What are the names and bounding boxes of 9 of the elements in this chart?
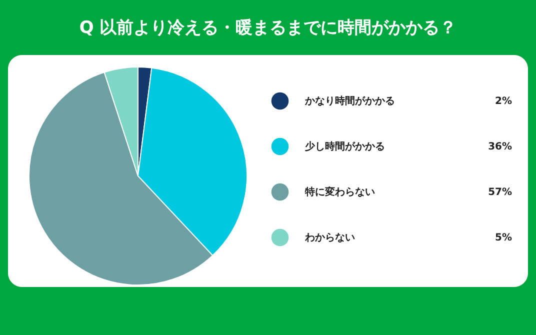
data-label: 57% [488,187,512,198]
data-label: 5% [495,232,512,244]
data-label: 36% [488,142,512,152]
chart-title: Q 以前より冷える・暖まるまでに時間がかかる？ [79,18,457,38]
legend-label: 少し時間がかかる [304,140,385,152]
legend-label: わからない [304,232,355,244]
legend-label: かなり時間がかかる [304,95,395,107]
legend-label: 特に変わらない [304,186,375,198]
data-label: 2% [495,96,512,107]
